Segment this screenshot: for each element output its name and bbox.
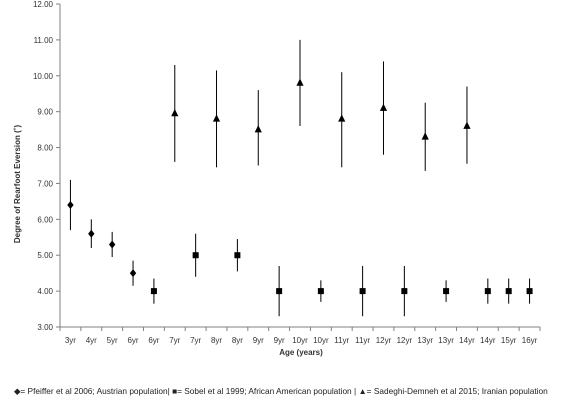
x-tick-label: 9yr <box>274 336 285 345</box>
triangle-point <box>463 121 471 129</box>
triangle-legend-icon: ▲ <box>358 386 367 396</box>
x-tick-label: 5yr <box>107 336 118 345</box>
triangle-point <box>254 125 262 133</box>
legend-entry-pfeiffer: = Pfeiffer et al 2006; Austrian populati… <box>20 386 173 396</box>
y-tick-label: 9.00 <box>37 108 53 117</box>
x-tick-label: 10yr <box>313 336 329 345</box>
square-point <box>150 288 157 295</box>
y-tick-label: 3.00 <box>37 323 53 332</box>
y-tick-label: 5.00 <box>37 251 53 260</box>
triangle-point <box>379 103 388 111</box>
x-tick-label: 14yr <box>480 336 496 345</box>
legend-caption: ◆= Pfeiffer et al 2006; Austrian populat… <box>14 386 554 397</box>
x-tick-label: 9yr <box>253 336 264 345</box>
diamond-point <box>108 240 116 249</box>
series-square-points <box>150 233 533 317</box>
square-point <box>276 288 283 295</box>
legend-entry-sobel: = Sobel et al 1999; African American pop… <box>177 386 359 396</box>
x-tick-label: 14yr <box>459 336 475 345</box>
x-tick-label: 11yr <box>334 336 349 345</box>
x-axis-ticks: 3yr 4yr 5yr 6yr 6yr 7yr 7yr 8yr 8yr 9yr 9yr 10yr 10y… <box>59 327 541 345</box>
x-tick-label: 15yr <box>501 336 517 345</box>
square-point <box>401 288 408 295</box>
x-tick-label: 6yr <box>127 336 138 345</box>
triangle-point <box>212 114 221 122</box>
y-axis-ticks: 3.00 4.00 5.00 6.00 7.00 8.00 9.00 10.00 11.00 12… <box>33 0 60 332</box>
y-tick-label: 12.00 <box>33 0 54 9</box>
diamond-point <box>88 229 95 238</box>
x-tick-label: 4yr <box>86 336 97 345</box>
x-tick-label: 12yr <box>376 336 392 345</box>
x-tick-label: 8yr <box>211 336 222 345</box>
y-tick-label: 4.00 <box>37 287 53 296</box>
x-tick-label: 13yr <box>438 336 454 345</box>
x-tick-label: 7yr <box>190 336 201 345</box>
triangle-point <box>338 114 346 122</box>
y-axis-title: Degree of Rearfoot Eversion (˚) <box>13 125 22 244</box>
square-point <box>526 288 533 295</box>
data-marks <box>67 39 533 317</box>
y-tick-label: 6.00 <box>37 215 53 224</box>
x-tick-label: 6yr <box>148 336 159 345</box>
y-tick-label: 10.00 <box>33 72 54 81</box>
diamond-legend-icon: ◆ <box>14 386 21 396</box>
x-tick-label: 8yr <box>232 336 243 345</box>
y-tick-label: 7.00 <box>37 179 53 188</box>
square-point <box>484 288 491 295</box>
square-point <box>443 288 450 295</box>
x-tick-label: 3yr <box>65 336 76 345</box>
x-tick-label: 16yr <box>522 336 538 345</box>
square-legend-icon: ■ <box>172 386 178 396</box>
square-point <box>359 288 366 295</box>
triangle-point <box>171 108 179 117</box>
series-diamond-points <box>67 179 137 286</box>
series-triangle-points <box>171 39 471 171</box>
x-tick-label: 7yr <box>169 336 180 345</box>
legend-entry-sadeghi: = Sadeghi-Demneh et al 2015; Iranian pop… <box>366 386 548 396</box>
triangle-point <box>296 78 304 86</box>
diamond-point <box>67 200 74 209</box>
x-tick-label: 10yr <box>292 336 308 345</box>
y-tick-label: 11.00 <box>34 36 54 45</box>
square-point <box>234 252 241 259</box>
x-axis-title: Age (years) <box>279 348 323 357</box>
square-point <box>317 288 324 295</box>
x-tick-label: 11yr <box>355 336 370 345</box>
x-tick-label: 12yr <box>397 336 413 345</box>
y-tick-label: 8.00 <box>37 144 53 153</box>
diamond-point <box>129 269 137 278</box>
square-point <box>192 252 199 259</box>
square-point <box>505 288 512 295</box>
triangle-point <box>421 132 429 140</box>
x-tick-label: 13yr <box>417 336 433 345</box>
